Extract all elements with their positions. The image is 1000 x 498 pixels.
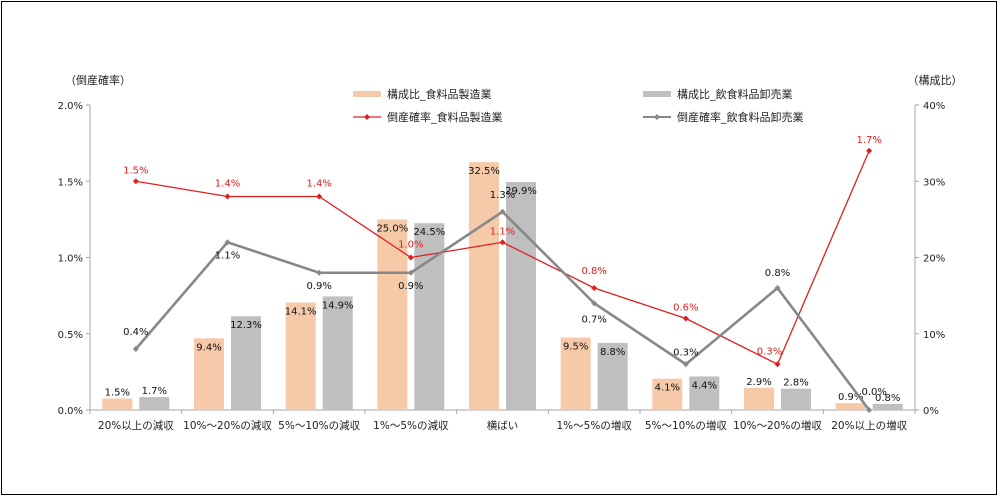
line-marker (132, 346, 139, 352)
left-tick-label: 0.0% (58, 406, 83, 417)
bar-data-label: 24.5% (413, 227, 445, 238)
right-axis-title: （構成比） (908, 74, 963, 87)
line-data-label: 1.7% (856, 135, 881, 146)
right-tick-label: 10% (923, 330, 945, 341)
line-data-label: 1.4% (215, 179, 240, 190)
bar-data-label: 4.4% (692, 380, 717, 391)
line-data-label: 1.0% (398, 240, 423, 251)
bar-data-label: 1.5% (105, 388, 130, 399)
line-data-label: 0.8% (765, 268, 790, 279)
bar (744, 387, 774, 410)
line-data-label: 0.7% (581, 314, 606, 325)
bar-data-label: 9.4% (196, 342, 221, 353)
line-data-label: 1.5% (123, 165, 148, 176)
left-axis-title: （倒産確率） (65, 73, 131, 87)
line-data-label: 1.1% (215, 250, 240, 261)
line-data-label: 0.0% (861, 387, 886, 398)
bar-data-label: 2.9% (746, 377, 771, 388)
bar (231, 316, 261, 410)
line-marker (499, 239, 506, 246)
right-tick-label: 30% (923, 177, 945, 188)
bar (102, 398, 133, 410)
line-marker (591, 285, 598, 291)
category-label: 5%～10%の増収 (645, 419, 727, 432)
bar (506, 182, 536, 410)
bar-data-label: 4.1% (655, 383, 680, 394)
bar-data-label: 2.8% (783, 378, 808, 389)
bar-data-label: 0.8% (875, 393, 900, 404)
legend-label: 構成比_食料品製造業 (387, 87, 492, 101)
legend-label: 倒産確率_食料品製造業 (387, 110, 503, 124)
category-label: 1%～5%の増収 (557, 419, 633, 432)
bar-data-label: 14.1% (285, 306, 317, 317)
category-label: 20%以上の減収 (98, 419, 174, 432)
left-tick-label: 0.5% (58, 330, 83, 341)
bar (469, 162, 499, 410)
bar-data-label: 14.9% (322, 300, 354, 311)
line-marker (407, 269, 414, 276)
bar-data-label: 25.0% (376, 223, 408, 234)
bar-data-label: 29.9% (505, 186, 537, 197)
bar (194, 338, 224, 410)
right-tick-label: 20% (923, 254, 945, 265)
left-tick-label: 1.0% (58, 254, 83, 265)
category-label: 1%～5%の減収 (373, 419, 449, 432)
line-marker (132, 178, 139, 185)
line-data-label: 0.9% (398, 281, 423, 292)
line-data-label: 0.3% (757, 346, 782, 357)
category-label: 10%～20%の減収 (183, 419, 272, 432)
bar-data-label: 9.5% (563, 342, 588, 353)
bar (560, 337, 591, 410)
bar-data-label: 0.9% (838, 392, 863, 403)
line-data-label: 0.9% (306, 281, 331, 292)
legend-swatch (643, 91, 671, 97)
line-marker (682, 361, 689, 368)
category-label: 20%以上の増収 (831, 419, 907, 432)
bar (414, 223, 445, 410)
line-data-label: 1.3% (490, 190, 515, 201)
bar (285, 302, 316, 410)
bar-data-label: 32.5% (468, 166, 500, 177)
bar (139, 397, 170, 410)
bar (689, 376, 720, 410)
bar (652, 378, 683, 410)
line-marker (407, 254, 414, 261)
line-marker (316, 193, 323, 200)
line-data-label: 1.4% (306, 179, 331, 190)
bar (597, 342, 628, 410)
bar (872, 403, 903, 410)
right-tick-label: 0% (923, 406, 939, 417)
line-marker (866, 147, 873, 154)
legend-label: 倒産確率_飲食料品卸売業 (677, 110, 804, 124)
line-marker (866, 407, 873, 413)
right-tick-label: 40% (923, 101, 945, 112)
line-marker (224, 239, 231, 246)
left-tick-label: 2.0% (58, 101, 83, 112)
bar-data-label: 8.8% (600, 347, 625, 358)
bar (322, 296, 353, 410)
line-marker (499, 208, 506, 215)
line-marker (682, 315, 689, 322)
line-marker (591, 300, 598, 307)
line-data-label: 1.1% (490, 226, 515, 237)
line-data-label: 0.6% (673, 303, 698, 314)
line-data-label: 0.4% (123, 327, 148, 338)
category-label: 5%～10%の減収 (278, 419, 360, 432)
line-marker (774, 361, 781, 368)
legend-label: 構成比_飲食料品卸売業 (677, 87, 793, 101)
left-tick-label: 1.5% (58, 177, 83, 188)
bar-data-label: 12.3% (230, 320, 262, 331)
bar-data-label: 1.7% (142, 386, 167, 397)
line-marker (224, 193, 231, 200)
line-data-label: 0.3% (673, 347, 698, 358)
line-marker (316, 269, 323, 276)
bar (835, 403, 866, 410)
line-marker (774, 285, 781, 291)
line-data-label: 0.8% (581, 266, 606, 277)
category-label: 10%～20%の増収 (733, 419, 822, 432)
legend-swatch (353, 91, 381, 97)
category-label: 横ばい (487, 419, 519, 432)
bar (781, 388, 811, 410)
